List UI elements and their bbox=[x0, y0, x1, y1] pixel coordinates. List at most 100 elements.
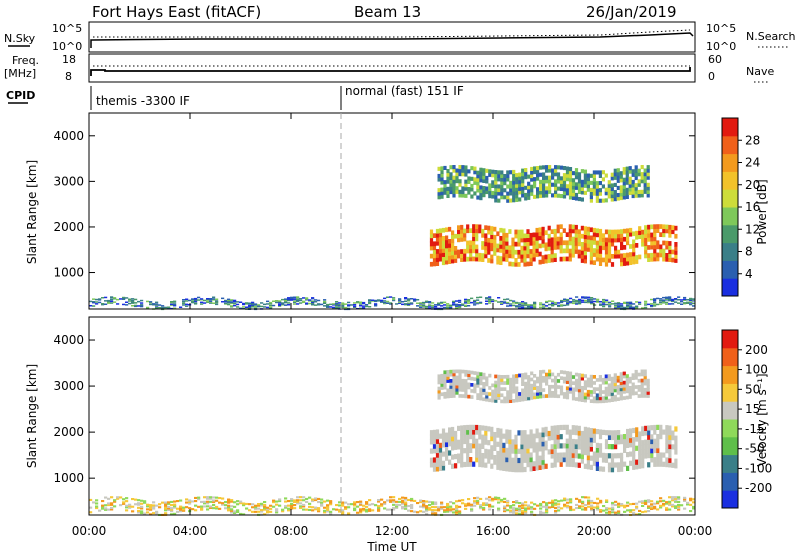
heatmap-cell bbox=[554, 502, 558, 505]
heatmap-cell bbox=[518, 302, 522, 304]
heatmap-cell bbox=[653, 303, 657, 305]
heatmap-cell bbox=[671, 505, 675, 508]
heatmap-cell bbox=[605, 499, 609, 502]
heatmap-cell bbox=[464, 300, 468, 302]
heatmap-cell bbox=[620, 257, 624, 263]
heatmap-cell bbox=[635, 230, 639, 236]
heatmap-cell bbox=[466, 429, 470, 435]
heatmap-cell bbox=[638, 303, 642, 305]
heatmap-cell bbox=[287, 302, 291, 304]
heatmap-cell bbox=[646, 182, 650, 187]
heatmap-cell bbox=[623, 306, 627, 309]
heatmap-cell bbox=[440, 177, 444, 182]
heatmap-cell bbox=[254, 303, 258, 305]
heatmap-cell bbox=[620, 253, 624, 259]
heatmap-cell bbox=[604, 439, 609, 445]
colorbar-segment bbox=[722, 490, 738, 509]
heatmap-cell bbox=[374, 504, 378, 507]
heatmap-cell bbox=[311, 297, 315, 299]
heatmap-cell bbox=[104, 303, 108, 305]
heatmap-cell bbox=[293, 507, 297, 510]
heatmap-cell bbox=[122, 296, 126, 299]
heatmap-cell bbox=[560, 305, 564, 307]
heatmap-cell bbox=[248, 306, 252, 309]
heatmap-cell bbox=[584, 504, 588, 507]
heatmap-cell bbox=[514, 444, 518, 450]
colorbar-segment bbox=[722, 383, 738, 402]
heatmap-cell bbox=[440, 180, 444, 185]
heatmap-cell bbox=[542, 505, 546, 508]
heatmap-cell bbox=[449, 507, 453, 510]
heatmap-cell bbox=[559, 391, 564, 396]
heatmap-cell bbox=[610, 444, 615, 450]
heatmap-cell bbox=[260, 504, 264, 507]
heatmap-cell bbox=[592, 188, 596, 193]
heatmap-cell bbox=[446, 504, 450, 507]
heatmap-cell bbox=[610, 229, 615, 235]
heatmap-cell bbox=[640, 372, 644, 377]
heatmap-cell bbox=[578, 298, 582, 301]
heatmap-cell bbox=[604, 257, 609, 263]
heatmap-cell bbox=[632, 460, 636, 466]
heatmap-cell bbox=[607, 392, 611, 397]
heatmap-cell bbox=[326, 306, 330, 308]
heatmap-cell bbox=[227, 303, 231, 306]
heatmap-cell bbox=[502, 244, 506, 250]
heatmap-cell bbox=[646, 168, 650, 173]
heatmap-cell bbox=[269, 510, 273, 513]
heatmap-cell bbox=[608, 510, 612, 513]
heatmap-cell bbox=[443, 382, 447, 387]
heatmap-cell bbox=[362, 504, 366, 507]
heatmap-cell bbox=[446, 509, 450, 512]
heatmap-cell bbox=[353, 502, 357, 505]
heatmap-cell bbox=[386, 302, 390, 304]
heatmap-cell bbox=[437, 374, 441, 379]
heatmap-cell bbox=[632, 303, 636, 305]
heatmap-cell bbox=[293, 499, 297, 502]
heatmap-cell bbox=[538, 437, 542, 443]
heatmap-cell bbox=[479, 381, 483, 386]
heatmap-cell bbox=[191, 298, 195, 300]
heatmap-cell bbox=[508, 448, 512, 454]
heatmap-cell bbox=[617, 303, 621, 305]
heatmap-cell bbox=[583, 258, 587, 264]
heatmap-cell bbox=[535, 446, 539, 453]
heatmap-cell bbox=[95, 303, 99, 305]
heatmap-cell bbox=[650, 438, 654, 445]
heatmap-cell bbox=[547, 430, 551, 437]
heatmap-cell bbox=[101, 297, 105, 299]
heatmap-cell bbox=[146, 307, 150, 310]
heatmap-cell bbox=[656, 252, 660, 258]
heatmap-cell bbox=[383, 302, 387, 305]
heatmap-cell bbox=[541, 427, 545, 433]
heatmap-cell bbox=[464, 385, 468, 389]
heatmap-cell bbox=[586, 184, 590, 189]
heatmap-cell bbox=[541, 230, 545, 236]
heatmap-cell bbox=[614, 453, 618, 459]
heatmap-cell bbox=[290, 298, 294, 300]
heatmap-cell bbox=[470, 508, 474, 511]
heatmap-cell bbox=[449, 505, 453, 508]
heatmap-cell bbox=[110, 506, 114, 509]
heatmap-cell bbox=[568, 438, 572, 444]
heatmap-cell bbox=[272, 499, 276, 502]
heatmap-cell bbox=[497, 498, 501, 501]
heatmap-cell bbox=[429, 237, 434, 243]
heatmap-cell bbox=[539, 179, 543, 184]
heatmap-cell bbox=[494, 399, 498, 403]
heatmap-cell bbox=[629, 442, 633, 448]
heatmap-cell bbox=[455, 378, 459, 383]
heatmap-cell bbox=[140, 510, 144, 513]
heatmap-cell bbox=[170, 504, 174, 507]
heatmap-cell bbox=[448, 432, 452, 438]
heatmap-cell bbox=[638, 454, 642, 460]
heatmap-cell bbox=[200, 500, 204, 503]
heatmap-cell bbox=[544, 242, 548, 248]
heatmap-cell bbox=[583, 226, 587, 231]
heatmap-cell bbox=[497, 384, 501, 388]
heatmap-cell bbox=[432, 233, 437, 238]
heatmap-cell bbox=[473, 371, 477, 375]
heatmap-cell bbox=[520, 253, 524, 259]
heatmap-cell bbox=[463, 434, 467, 440]
